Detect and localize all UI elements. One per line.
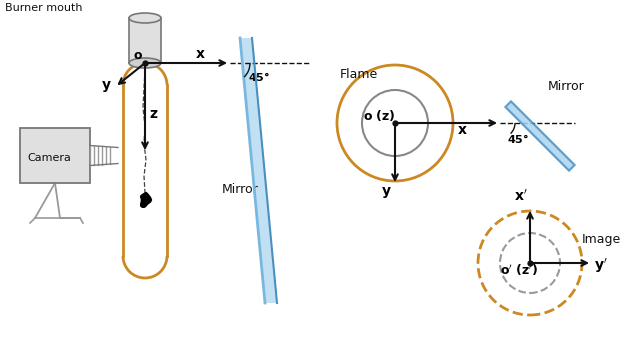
Polygon shape — [506, 101, 575, 171]
Text: $\mathbf{o'}$ $\mathbf{(z')}$: $\mathbf{o'}$ $\mathbf{(z')}$ — [500, 262, 538, 278]
Text: $\mathbf{45°}$: $\mathbf{45°}$ — [507, 132, 529, 145]
Text: $\mathbf{x'}$: $\mathbf{x'}$ — [514, 189, 527, 204]
Ellipse shape — [129, 13, 161, 23]
Text: $\mathbf{y}$: $\mathbf{y}$ — [381, 185, 392, 200]
Text: Mirror: Mirror — [548, 80, 585, 93]
Text: $\mathbf{o}$: $\mathbf{o}$ — [133, 49, 143, 62]
Text: Image: Image — [582, 233, 621, 246]
Bar — [129, 18, 161, 63]
Text: $\mathbf{z}$: $\mathbf{z}$ — [149, 107, 158, 121]
Text: $\mathbf{45°}$: $\mathbf{45°}$ — [248, 70, 270, 83]
Text: $\mathbf{x}$: $\mathbf{x}$ — [457, 123, 468, 137]
Text: Mirror: Mirror — [222, 183, 259, 196]
Text: $\mathbf{y'}$: $\mathbf{y'}$ — [594, 257, 608, 275]
Polygon shape — [240, 38, 277, 303]
Text: Flame: Flame — [20, 128, 58, 141]
Text: Flame: Flame — [340, 68, 378, 81]
Text: $\mathbf{x}$: $\mathbf{x}$ — [195, 47, 205, 61]
Text: Burner mouth: Burner mouth — [5, 3, 83, 13]
Text: Camera: Camera — [27, 153, 71, 163]
Polygon shape — [141, 193, 152, 207]
Ellipse shape — [129, 58, 161, 68]
Text: $\mathbf{o}$ $\mathbf{(z)}$: $\mathbf{o}$ $\mathbf{(z)}$ — [363, 108, 396, 123]
Bar — [20, 128, 90, 183]
Text: $\mathbf{y}$: $\mathbf{y}$ — [101, 79, 112, 94]
